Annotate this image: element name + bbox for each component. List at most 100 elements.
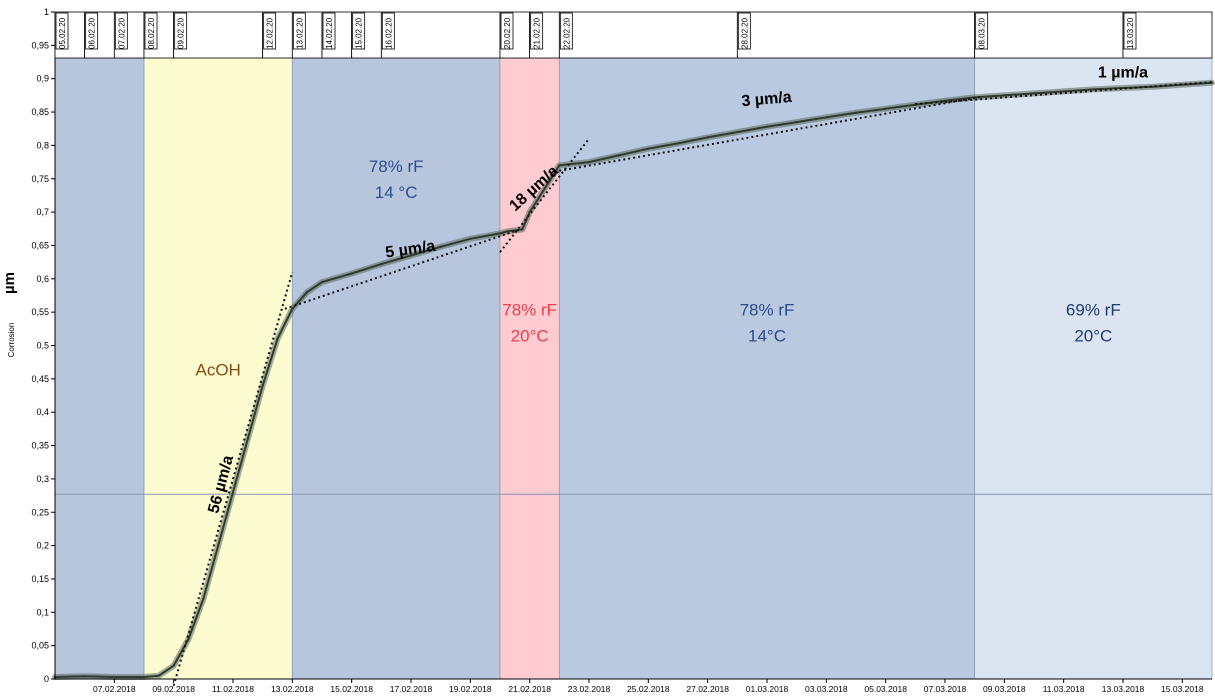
data-point-0-24 <box>528 211 531 214</box>
data-point-0-46 <box>1151 85 1154 88</box>
data-point-0-31 <box>706 136 709 139</box>
event-marker-tag-11 <box>530 12 544 50</box>
x-tick-label-7: 21.02.2018 <box>508 684 551 694</box>
event-marker-box-14 <box>974 11 1124 59</box>
data-point-0-36 <box>854 111 858 114</box>
data-point-0-22 <box>506 230 509 233</box>
event-marker-label-5: 12.02.20 <box>266 17 275 49</box>
region-label-4-0: 78% rF <box>740 300 795 319</box>
event-marker-tag-1 <box>85 12 99 50</box>
data-point-0-11 <box>261 384 264 387</box>
data-point-0-2 <box>113 675 116 679</box>
region-4 <box>558 57 976 680</box>
event-marker-label-7: 14.02.20 <box>325 17 334 49</box>
x-tick-label-2: 11.02.2018 <box>212 684 254 694</box>
trend-line-0 <box>172 271 294 686</box>
y-tick-label-13: 0,65 <box>31 240 49 250</box>
event-marker-tag-14 <box>975 12 989 50</box>
data-point-0-47 <box>1181 83 1184 86</box>
region-label-5-0: 69% rF <box>1066 300 1121 319</box>
data-point-0-28 <box>617 154 620 157</box>
regions-layer: AcOH 78% rF 14 °C 78% rF 20°C 78% rF 14°C 69% r… <box>54 57 1213 680</box>
y-tick-label-8: 0,4 <box>36 407 49 417</box>
event-marker-label-2: 07.02.20 <box>117 17 126 49</box>
x-tick-label-13: 05.03.2018 <box>864 684 907 694</box>
event-marker-box-12 <box>558 11 738 59</box>
region-0 <box>54 57 145 680</box>
x-tick-label-8: 23.02.2018 <box>568 684 611 694</box>
region-label-2-1: 14 °C <box>375 183 418 202</box>
data-point-0-7 <box>202 597 205 601</box>
data-point-0-29 <box>647 147 650 150</box>
event-marker-label-14: 08.03.20 <box>978 17 987 49</box>
event-marker-label-4: 09.02.20 <box>177 17 186 49</box>
data-point-0-41 <box>1003 94 1006 97</box>
y-tick-label-18: 0,9 <box>36 74 49 84</box>
trend-line-2 <box>499 138 590 253</box>
region-5 <box>974 57 1213 680</box>
event-marker-tag-9 <box>381 12 395 50</box>
x-tick-label-14: 07.03.2018 <box>924 684 967 694</box>
event-marker-tag-12 <box>559 12 573 50</box>
event-marker-tag-7 <box>322 12 336 50</box>
x-tick-label-18: 15.03.2018 <box>1161 684 1204 694</box>
data-point-0-34 <box>795 120 798 124</box>
x-tick-label-9: 25.02.2018 <box>627 684 670 694</box>
data-point-0-5 <box>172 664 175 667</box>
data-point-0-8 <box>217 544 220 547</box>
region-label-3-1: 20°C <box>511 326 549 345</box>
trend-line-3 <box>544 95 983 175</box>
data-point-0-35 <box>825 116 828 119</box>
data-point-0-18 <box>409 254 413 257</box>
rate-annotation-3: 3 µm/a <box>741 89 793 110</box>
x-tick-label-17: 13.03.2018 <box>1102 684 1145 694</box>
data-point-0-3 <box>142 675 146 679</box>
region-label-5-1: 20°C <box>1074 326 1112 345</box>
rate-annotation-1: 5 µm/a <box>384 238 436 262</box>
data-point-0-10 <box>246 437 249 440</box>
event-marker-label-3: 08.02.20 <box>147 17 156 49</box>
data-point-0-25 <box>543 187 546 190</box>
event-marker-tag-0 <box>55 12 69 50</box>
data-point-0-20 <box>469 237 472 240</box>
data-point-0-43 <box>1062 90 1065 93</box>
y-tick-label-16: 0,8 <box>36 140 49 150</box>
event-marker-box-9 <box>380 11 501 59</box>
y-tick-label-19: 0,95 <box>31 40 49 50</box>
y-tick-label-20: 1 <box>44 7 49 17</box>
event-marker-tag-3 <box>144 12 158 50</box>
x-tick-label-4: 15.02.2018 <box>330 684 373 694</box>
event-marker-tag-5 <box>263 12 277 50</box>
x-tick-label-12: 03.03.2018 <box>805 684 848 694</box>
event-marker-tag-6 <box>292 12 306 50</box>
region-3 <box>499 57 560 680</box>
y-tick-label-15: 0,75 <box>31 174 49 184</box>
data-point-0-45 <box>1121 86 1125 90</box>
event-marker-tag-2 <box>114 12 128 50</box>
event-marker-layer: 05.02.20 06.02.20 07.02.20 08.02.20 09.02.20… <box>54 11 1213 59</box>
rate-annotation-4: 1 µm/a <box>1098 64 1148 81</box>
event-marker-box-13 <box>736 11 976 59</box>
data-point-0-21 <box>498 232 502 235</box>
data-point-0-6 <box>187 637 190 641</box>
y-tick-label-5: 0,25 <box>31 507 49 517</box>
x-tick-label-5: 17.02.2018 <box>390 684 433 694</box>
data-point-0-12 <box>276 337 279 340</box>
y-tick-label-17: 0,85 <box>31 107 49 117</box>
y-axis-unit-label: µm <box>1 272 18 294</box>
data-point-0-19 <box>439 245 442 248</box>
event-marker-label-15: 13.03.20 <box>1126 17 1135 49</box>
data-point-0-33 <box>765 125 769 128</box>
region-label-3-0: 78% rF <box>502 300 557 319</box>
region-label-1-0: AcOH <box>195 361 240 380</box>
x-tick-label-15: 09.03.2018 <box>983 684 1026 694</box>
data-point-0-15 <box>320 281 324 284</box>
region-2 <box>291 57 501 680</box>
data-point-0-42 <box>1032 92 1036 95</box>
event-marker-label-9: 16.02.20 <box>384 17 393 49</box>
event-marker-box-4 <box>173 11 264 59</box>
event-marker-label-10: 20.02.20 <box>503 17 512 49</box>
x-tick-label-3: 13.02.2018 <box>271 684 314 694</box>
data-point-0-14 <box>306 291 309 294</box>
